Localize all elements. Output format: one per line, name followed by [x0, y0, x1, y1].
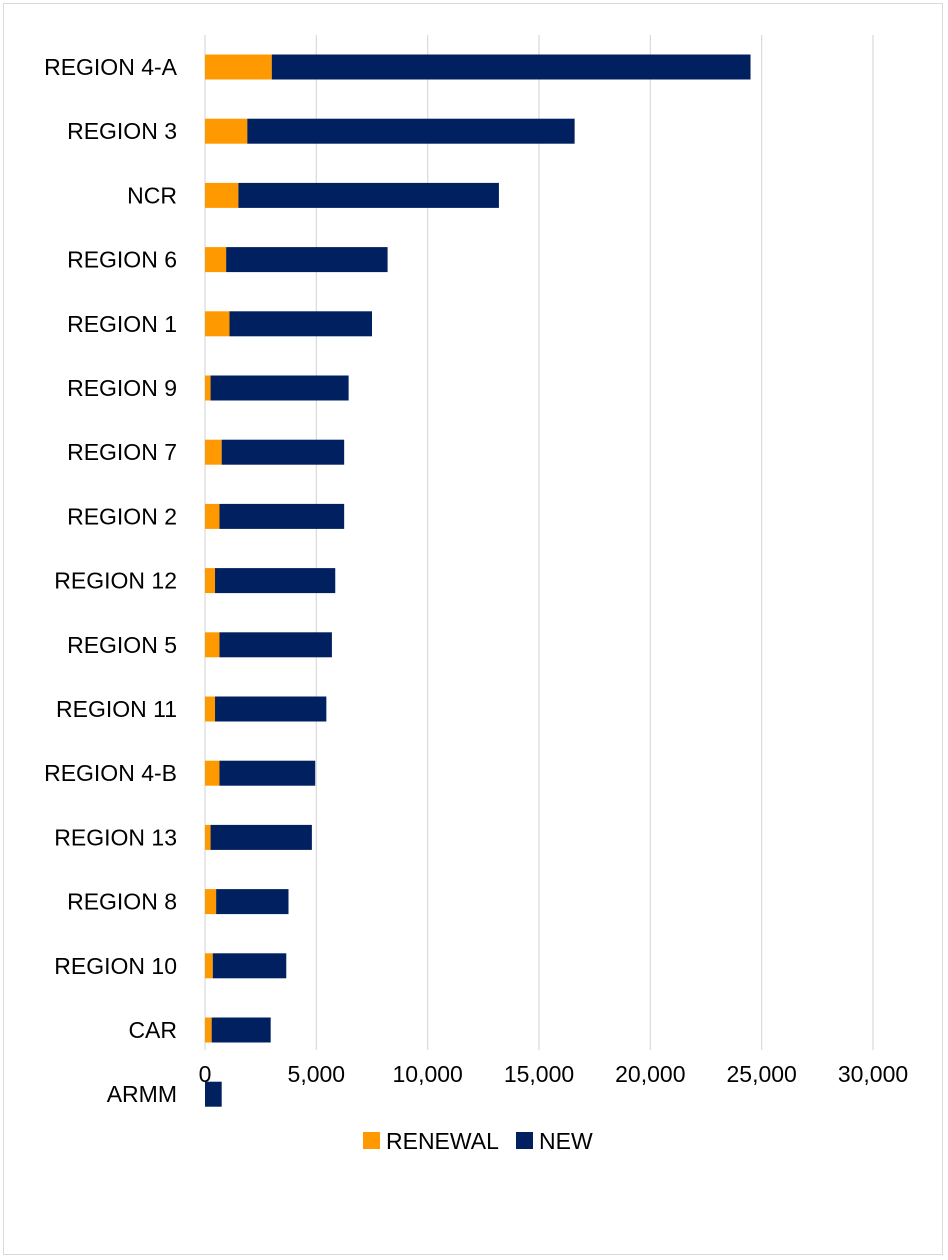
- bar-renewal-segment: [205, 54, 272, 80]
- bar-new-segment: [210, 375, 349, 401]
- category-label: REGION 5: [67, 632, 177, 658]
- bar-new-segment: [247, 118, 575, 144]
- legend: RENEWAL NEW: [363, 1128, 593, 1154]
- category-label: REGION 10: [54, 953, 177, 979]
- bar-new-segment: [219, 632, 332, 658]
- bar-new-segment: [229, 311, 372, 337]
- category-label: REGION 4-B: [44, 760, 177, 786]
- legend-swatch-renewal: [363, 1132, 380, 1149]
- category-label: REGION 4-A: [44, 54, 178, 80]
- bar-renewal-segment: [205, 118, 248, 144]
- bar-renewal-segment: [205, 311, 230, 337]
- category-label: REGION 9: [67, 375, 177, 401]
- bar-new-segment: [221, 439, 345, 465]
- category-label: REGION 2: [67, 503, 177, 529]
- bars: [205, 54, 751, 1107]
- bar-new-segment: [219, 760, 316, 786]
- category-label: REGION 12: [54, 568, 177, 594]
- bar-new-segment: [215, 696, 327, 722]
- x-tick-label: 15,000: [504, 1061, 574, 1087]
- x-tick-label: 30,000: [838, 1061, 908, 1087]
- bar-renewal-segment: [205, 824, 211, 850]
- x-tick-label: 20,000: [615, 1061, 685, 1087]
- legend-swatch-new: [516, 1132, 533, 1149]
- bar-new-segment: [215, 568, 336, 594]
- chart-frame: [3, 3, 943, 1255]
- bar-renewal-segment: [205, 760, 220, 786]
- bar-renewal-segment: [205, 696, 216, 722]
- bar-renewal-segment: [205, 632, 220, 658]
- category-label: ARMM: [107, 1081, 177, 1107]
- x-tick-label: 0: [199, 1061, 212, 1087]
- bar-renewal-segment: [205, 953, 213, 979]
- category-label: REGION 8: [67, 889, 177, 915]
- category-label: REGION 7: [67, 439, 177, 465]
- category-label: REGION 6: [67, 247, 177, 273]
- bar-renewal-segment: [205, 1017, 212, 1043]
- category-labels: REGION 4-A REGION 3 NCR REGION 6 REGION 1 REG…: [44, 54, 178, 1107]
- bar-renewal-segment: [205, 375, 211, 401]
- x-tick-label: 5,000: [288, 1061, 346, 1087]
- bar-renewal-segment: [205, 889, 217, 915]
- bar-new-segment: [216, 889, 289, 915]
- category-label: REGION 11: [56, 696, 177, 722]
- x-tick-labels: 0 5,000 10,000 15,000 20,000 25,000 30,000: [199, 1061, 909, 1087]
- bar-new-segment: [211, 1017, 271, 1043]
- bar-renewal-segment: [205, 568, 216, 594]
- legend-label-new: NEW: [539, 1128, 593, 1154]
- category-label: REGION 13: [54, 824, 177, 850]
- bar-renewal-segment: [205, 182, 239, 208]
- x-tick-label: 10,000: [392, 1061, 462, 1087]
- bar-new-segment: [219, 503, 345, 529]
- bar-new-segment: [238, 182, 499, 208]
- bar-renewal-segment: [205, 439, 222, 465]
- category-label: REGION 3: [67, 118, 177, 144]
- bar-new-segment: [210, 824, 312, 850]
- category-label: NCR: [127, 182, 177, 208]
- bar-new-segment: [205, 1081, 222, 1107]
- bar-new-segment: [226, 247, 388, 273]
- bar-renewal-segment: [205, 247, 227, 273]
- bar-renewal-segment: [205, 503, 220, 529]
- bar-new-segment: [212, 953, 287, 979]
- bar-new-segment: [271, 54, 751, 80]
- category-label: REGION 1: [67, 311, 177, 337]
- category-label: CAR: [128, 1017, 177, 1043]
- legend-label-renewal: RENEWAL: [386, 1128, 499, 1154]
- x-tick-label: 25,000: [726, 1061, 796, 1087]
